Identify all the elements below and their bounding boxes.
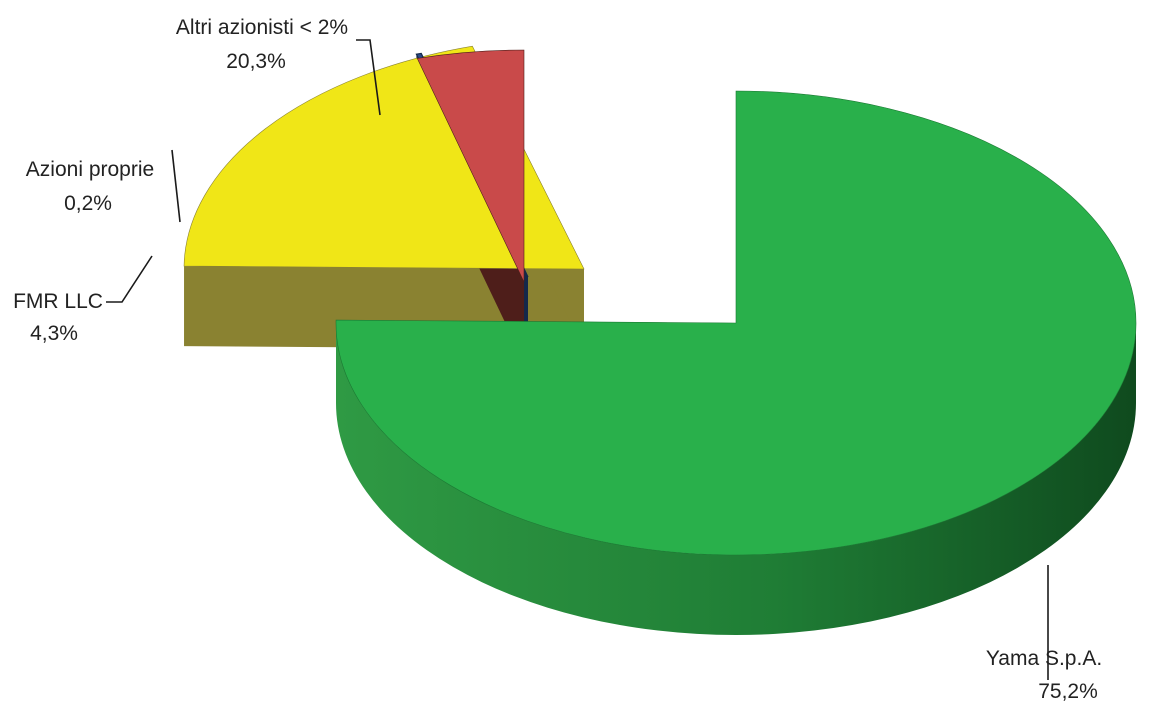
label-yama-name: Yama S.p.A.: [986, 647, 1102, 670]
leader-lines: [106, 39, 1049, 680]
slice-labels: Yama S.p.A. 75,2% Altri azionisti < 2% 2…: [13, 16, 1102, 703]
label-altri-name: Altri azionisti < 2%: [176, 16, 348, 39]
slice-yama-outer-side: [336, 323, 1136, 635]
leader-line-fmr: [106, 255, 153, 303]
label-azioni-proprie-name: Azioni proprie: [26, 158, 154, 181]
leader-line-azioni-proprie: [171, 149, 181, 223]
slice-yama: [335, 90, 1137, 556]
label-fmr-value: 4,3%: [30, 322, 78, 345]
slice-fmr: [416, 49, 525, 283]
pie-top-layer: [183, 45, 1137, 556]
label-azioni-proprie-value: 0,2%: [64, 192, 112, 215]
leader-line-altri: [356, 39, 381, 116]
label-yama-value: 75,2%: [1038, 680, 1098, 703]
label-altri-value: 20,3%: [226, 50, 286, 73]
label-fmr-name: FMR LLC: [13, 290, 103, 313]
